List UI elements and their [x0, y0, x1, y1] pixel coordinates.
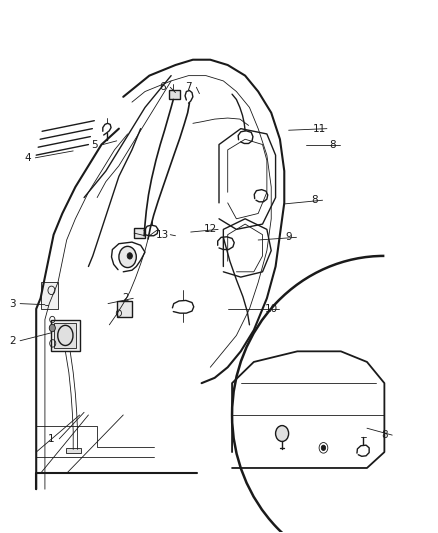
Circle shape	[127, 253, 132, 259]
Circle shape	[276, 425, 289, 441]
Bar	[54, 322, 76, 348]
Bar	[169, 90, 180, 100]
Text: 8: 8	[311, 195, 318, 205]
Bar	[41, 282, 58, 309]
Text: 9: 9	[285, 232, 292, 243]
Circle shape	[119, 246, 136, 268]
Text: 4: 4	[24, 153, 31, 163]
Circle shape	[321, 445, 325, 450]
Text: 13: 13	[156, 230, 169, 240]
Text: 7: 7	[185, 82, 192, 92]
Bar	[51, 319, 80, 351]
Circle shape	[49, 324, 55, 332]
Text: 2: 2	[9, 336, 16, 346]
Bar	[66, 448, 81, 453]
Text: 6: 6	[159, 82, 166, 92]
Text: 2: 2	[122, 293, 129, 303]
Text: 1: 1	[48, 434, 55, 444]
Text: 12: 12	[204, 224, 217, 235]
Bar	[117, 301, 132, 317]
Bar	[134, 228, 145, 238]
Text: 8: 8	[329, 140, 336, 150]
Text: 11: 11	[312, 124, 326, 134]
Text: 3: 3	[9, 298, 16, 309]
Text: 8: 8	[381, 430, 388, 440]
Text: 10: 10	[265, 304, 278, 314]
Text: 5: 5	[92, 140, 98, 150]
